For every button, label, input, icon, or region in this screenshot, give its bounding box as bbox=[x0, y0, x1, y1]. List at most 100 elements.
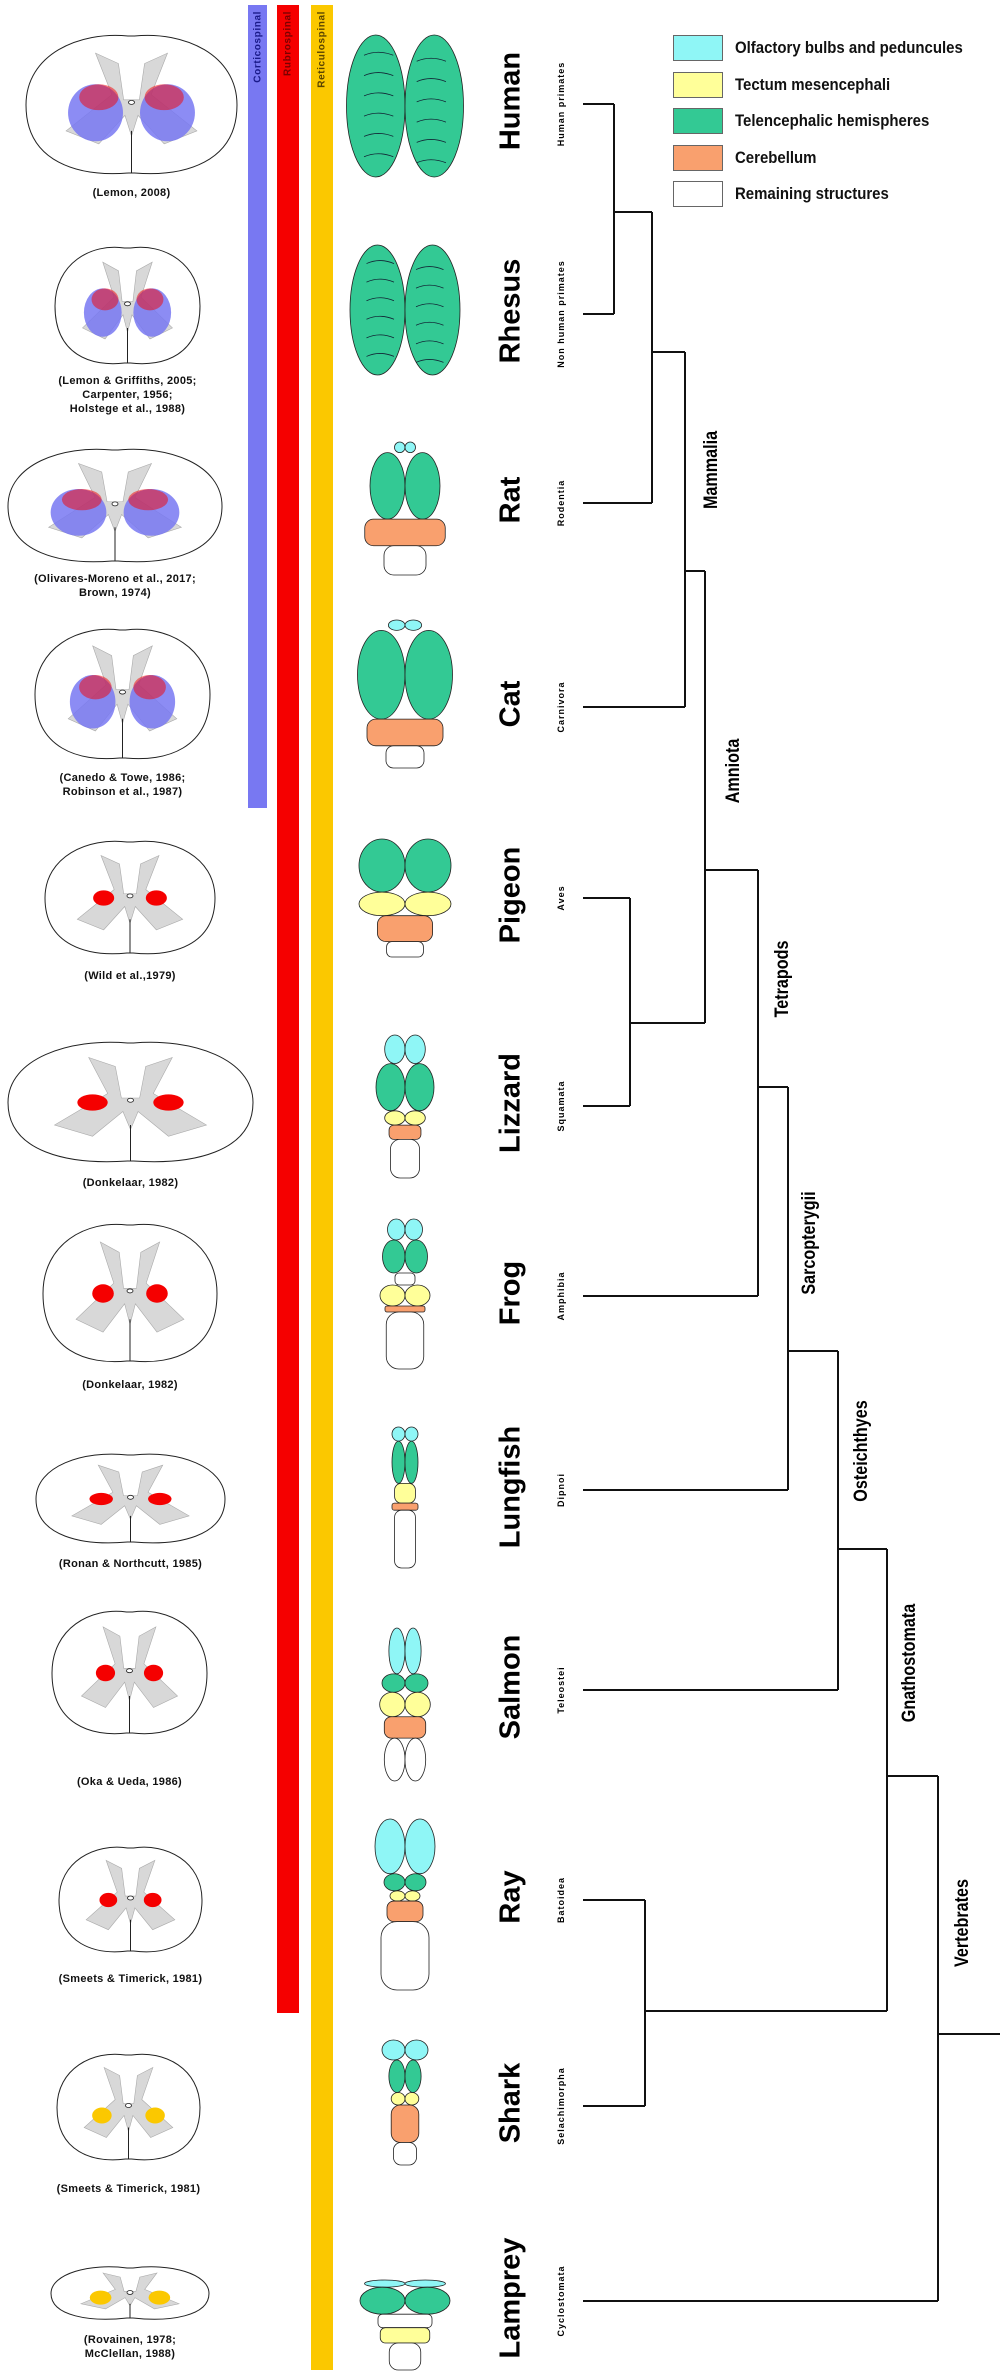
reticulospinal-area bbox=[92, 2107, 112, 2124]
legend-item-tectum: Tectum mesencephali bbox=[673, 71, 911, 98]
brainstem bbox=[404, 1737, 427, 1782]
species-group-label: Cyclostomata bbox=[556, 2265, 566, 2337]
species-name-pigeon: Pigeon bbox=[494, 846, 527, 944]
species-group-label: Batoidea bbox=[556, 1876, 566, 1924]
citation: (Wild et al.,1979) bbox=[84, 970, 176, 982]
species-name-shark: Shark bbox=[494, 2062, 527, 2144]
citation: McClellan, 1988) bbox=[84, 2348, 176, 2360]
rubrospinal-area bbox=[136, 288, 164, 311]
citation: (Lemon & Griffiths, 2005; bbox=[58, 375, 197, 387]
spinal-cord-ray bbox=[58, 1846, 203, 1953]
clade-label-mammalia: Mammalia bbox=[701, 430, 722, 510]
rubrospinal-area bbox=[143, 1892, 162, 1908]
legend-label: Telencephalic hemispheres bbox=[735, 110, 930, 130]
brainstem bbox=[385, 1311, 425, 1370]
species-group-label: Teleostei bbox=[556, 1666, 566, 1714]
legend-swatch bbox=[673, 34, 723, 61]
species-name-rat: Rat bbox=[494, 476, 527, 524]
legend-label: Cerebellum bbox=[735, 147, 817, 167]
telencephalon bbox=[404, 1239, 428, 1274]
species-name-lizzard: Lizzard bbox=[494, 1053, 527, 1153]
reticulospinal-area bbox=[148, 2290, 171, 2305]
spinal-cord-cat bbox=[34, 628, 211, 760]
tract-bar-reticulospinal: Reticulospinal bbox=[311, 5, 333, 2370]
rubrospinal-area bbox=[77, 1094, 108, 1111]
gyrus-line bbox=[366, 334, 444, 345]
tectum bbox=[404, 891, 452, 917]
citation: (Smeets & Timerick, 1981) bbox=[58, 1973, 203, 1985]
legend-label: Remaining structures bbox=[735, 183, 889, 203]
central-canal bbox=[124, 301, 131, 307]
rubrospinal-area bbox=[99, 1892, 118, 1908]
legend-label: Olfactory bulbs and peduncules bbox=[735, 37, 963, 57]
gyrus-line bbox=[363, 72, 447, 82]
spinal-cord-salmon bbox=[51, 1610, 208, 1735]
brain-lungfish bbox=[391, 1426, 419, 1569]
spinal-cord-rhesus bbox=[54, 246, 201, 365]
brain-rat bbox=[364, 441, 446, 576]
citation: (Ronan & Northcutt, 1985) bbox=[58, 1558, 203, 1570]
spinal-cord-rat bbox=[7, 448, 223, 563]
brain-pigeon bbox=[358, 838, 452, 958]
rubrospinal-area bbox=[146, 1284, 168, 1303]
citation: (Canedo & Towe, 1986; bbox=[59, 772, 186, 784]
legend-swatch bbox=[673, 144, 723, 171]
spinal-cord-lamprey bbox=[50, 2266, 210, 2320]
tract-bar-corticospinal: Corticospinal bbox=[248, 5, 267, 808]
citation: (Lemon, 2008) bbox=[92, 187, 171, 199]
rubrospinal-area bbox=[95, 1664, 116, 1682]
citation: Carpenter, 1956; bbox=[82, 389, 173, 401]
reticulospinal-area bbox=[145, 2107, 165, 2124]
rubrospinal-area bbox=[145, 890, 167, 906]
olfactory-bulb bbox=[404, 2039, 429, 2061]
gyrus-line bbox=[363, 51, 447, 62]
cerebellum bbox=[383, 1716, 427, 1739]
citation: (Rovainen, 1978; bbox=[83, 2334, 177, 2346]
telencephalon bbox=[404, 1440, 419, 1484]
brain-lizzard bbox=[375, 1034, 435, 1179]
species-group-label: Rodentia bbox=[556, 479, 566, 527]
brainstem bbox=[393, 2142, 417, 2166]
brain-salmon bbox=[379, 1627, 431, 1782]
species-name-ray: Ray bbox=[494, 1870, 527, 1924]
gyrus-line bbox=[366, 353, 444, 363]
olfactory-bulb bbox=[404, 619, 423, 631]
species-group-label: Aves bbox=[556, 885, 566, 911]
olfactory-bulb bbox=[404, 1818, 436, 1875]
rubrospinal-area bbox=[79, 675, 112, 700]
brain-cat bbox=[357, 619, 453, 769]
species-group-label: Amphibia bbox=[556, 1271, 566, 1321]
species-group-label: Human primates bbox=[556, 61, 566, 147]
brain-frog bbox=[379, 1218, 431, 1370]
central-canal bbox=[126, 2290, 134, 2295]
species-name-frog: Frog bbox=[494, 1260, 527, 1326]
spinal-cord-lizzard bbox=[7, 1041, 254, 1163]
citation: Brown, 1974) bbox=[78, 587, 152, 599]
species-name-lamprey: Lamprey bbox=[494, 2237, 527, 2359]
clade-label-osteichthyes: Osteichthyes bbox=[851, 1400, 872, 1502]
citation: (Olivares-Moreno et al., 2017; bbox=[34, 573, 196, 585]
species-group-label: Non human primates bbox=[556, 260, 566, 368]
tract-bar-label: Reticulospinal bbox=[316, 11, 328, 88]
gyrus-line bbox=[363, 133, 447, 143]
reticulospinal-area bbox=[89, 2290, 112, 2305]
brainstem bbox=[394, 1272, 416, 1286]
rubrospinal-area bbox=[89, 1492, 113, 1506]
legend-swatch bbox=[673, 71, 723, 98]
species-group-label: Dipnoi bbox=[556, 1473, 566, 1507]
tract-bar-rubrospinal: Rubrospinal bbox=[277, 5, 299, 2013]
legend-item-cerebellum: Cerebellum bbox=[673, 144, 828, 171]
rubrospinal-area bbox=[144, 84, 184, 111]
spinal-cord-pigeon bbox=[44, 840, 216, 955]
tract-bar-label: Corticospinal bbox=[252, 11, 263, 83]
brainstem bbox=[386, 941, 424, 958]
brain-lamprey bbox=[359, 2279, 451, 2371]
central-canal bbox=[126, 893, 134, 899]
rubrospinal-area bbox=[128, 489, 169, 511]
citation: Holstege et al., 1988) bbox=[69, 403, 186, 415]
brain-ray bbox=[374, 1818, 436, 1991]
tract-bar-label: Rubrospinal bbox=[282, 11, 294, 76]
brainstem bbox=[390, 1138, 420, 1179]
species-name-human: Human bbox=[494, 51, 527, 151]
